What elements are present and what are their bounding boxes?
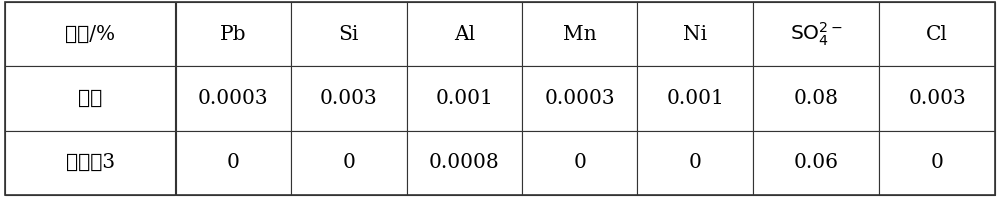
Bar bbox=[5, 66, 175, 131]
Text: 行标: 行标 bbox=[78, 89, 102, 108]
Bar bbox=[522, 66, 637, 131]
Text: Ni: Ni bbox=[683, 25, 707, 44]
Bar bbox=[291, 2, 406, 66]
Bar bbox=[637, 131, 753, 195]
Bar bbox=[291, 131, 406, 195]
Text: 0: 0 bbox=[689, 153, 702, 172]
Bar bbox=[176, 66, 291, 131]
Text: 0.001: 0.001 bbox=[435, 89, 493, 108]
Text: 0: 0 bbox=[227, 153, 240, 172]
Bar bbox=[406, 131, 522, 195]
Text: 0: 0 bbox=[573, 153, 586, 172]
Bar bbox=[5, 2, 175, 66]
Text: Al: Al bbox=[454, 25, 475, 44]
Bar bbox=[522, 131, 637, 195]
Text: 0.06: 0.06 bbox=[794, 153, 839, 172]
Bar bbox=[637, 2, 753, 66]
Text: 含量/%: 含量/% bbox=[65, 25, 115, 44]
Text: Pb: Pb bbox=[220, 25, 246, 44]
Bar bbox=[406, 2, 522, 66]
Text: 0.0008: 0.0008 bbox=[429, 153, 500, 172]
Bar bbox=[753, 2, 879, 66]
Bar bbox=[176, 131, 291, 195]
Bar bbox=[637, 66, 753, 131]
Bar bbox=[291, 66, 406, 131]
Bar bbox=[406, 66, 522, 131]
Text: 0: 0 bbox=[342, 153, 355, 172]
Bar bbox=[5, 131, 175, 195]
Text: 0.08: 0.08 bbox=[794, 89, 839, 108]
Text: Si: Si bbox=[339, 25, 359, 44]
Bar bbox=[879, 66, 995, 131]
Bar bbox=[879, 2, 995, 66]
Bar bbox=[753, 66, 879, 131]
Text: 0.001: 0.001 bbox=[666, 89, 724, 108]
Text: 实施例3: 实施例3 bbox=[66, 153, 115, 172]
Text: 0.003: 0.003 bbox=[908, 89, 966, 108]
Bar bbox=[879, 131, 995, 195]
Text: $\mathrm{SO_4^{2-}}$: $\mathrm{SO_4^{2-}}$ bbox=[790, 20, 843, 48]
Text: Mn: Mn bbox=[563, 25, 597, 44]
Text: Cl: Cl bbox=[926, 25, 948, 44]
Bar bbox=[522, 2, 637, 66]
Bar bbox=[753, 131, 879, 195]
Bar bbox=[176, 2, 291, 66]
Text: 0.003: 0.003 bbox=[320, 89, 378, 108]
Text: 0: 0 bbox=[931, 153, 944, 172]
Text: 0.0003: 0.0003 bbox=[544, 89, 615, 108]
Text: 0.0003: 0.0003 bbox=[198, 89, 269, 108]
